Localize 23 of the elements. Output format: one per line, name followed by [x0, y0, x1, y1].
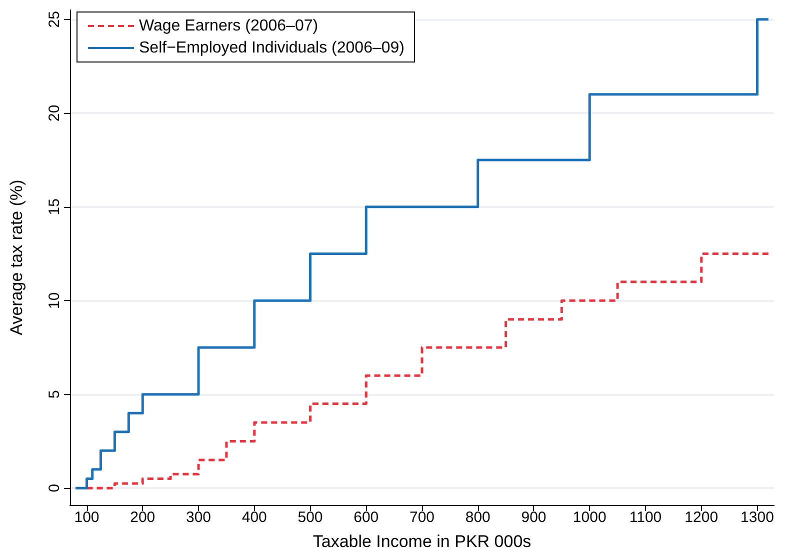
x-tick-label: 200 — [130, 509, 156, 526]
legend-label: Wage Earners (2006–07) — [139, 18, 318, 34]
x-tick-label: 300 — [186, 509, 212, 526]
legend-label: Self−Employed Individuals (2006–09) — [139, 40, 404, 56]
y-tick-label: 0 — [46, 484, 63, 492]
x-tick-label: 1200 — [684, 509, 718, 526]
x-tick-label: 700 — [409, 509, 435, 526]
x-tick-label: 800 — [465, 509, 490, 526]
x-tick-label: 100 — [74, 509, 100, 526]
y-tick-label: 15 — [46, 198, 63, 216]
x-tick-label: 600 — [354, 509, 379, 526]
y-tick-label: 10 — [46, 292, 63, 309]
x-tick-label: 900 — [521, 509, 546, 526]
y-tick-label: 20 — [46, 104, 63, 122]
y-axis-title: Average tax rate (%) — [7, 180, 26, 336]
y-tick-label: 5 — [46, 390, 63, 399]
x-tick-label: 1300 — [740, 509, 774, 526]
x-tick-label: 1000 — [572, 509, 606, 526]
y-tick-label: 25 — [46, 11, 63, 28]
x-tick-label: 1100 — [629, 509, 662, 526]
x-tick-label: 500 — [298, 509, 323, 526]
x-tick-label: 400 — [242, 509, 267, 526]
x-axis-title: Taxable Income in PKR 000s — [312, 532, 532, 551]
